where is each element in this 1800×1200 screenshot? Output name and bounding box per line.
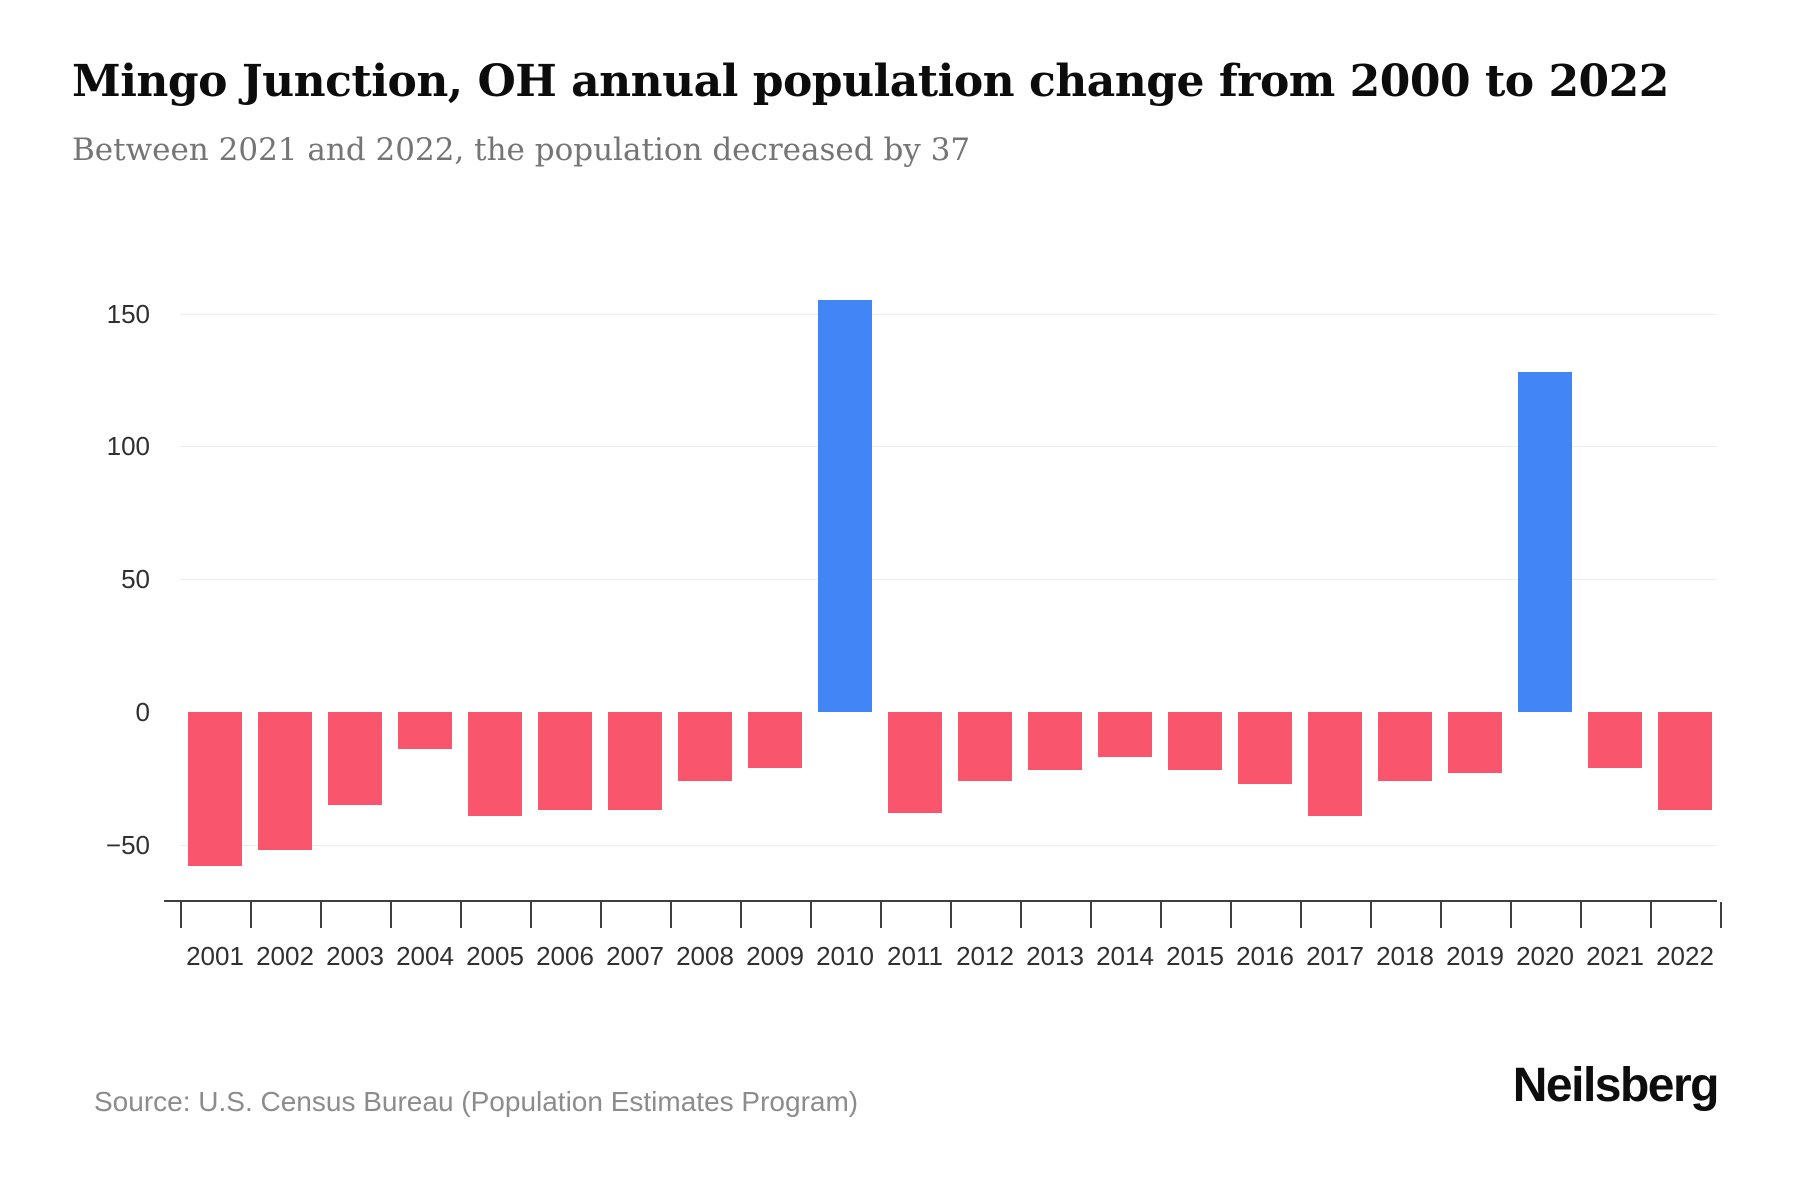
bar-2014[interactable] xyxy=(1098,712,1152,757)
x-axis-tick xyxy=(320,902,322,928)
bar-2022[interactable] xyxy=(1658,712,1712,810)
neilsberg-logo: Neilsberg xyxy=(1512,1059,1720,1112)
x-axis-label-2001: 2001 xyxy=(186,941,244,971)
x-axis-label-2003: 2003 xyxy=(326,941,384,971)
x-axis-label-2020: 2020 xyxy=(1516,941,1574,971)
bar-2015[interactable] xyxy=(1168,712,1222,770)
x-axis-label-2015: 2015 xyxy=(1166,941,1224,971)
x-axis-tick xyxy=(1650,902,1652,928)
x-axis-tick xyxy=(1020,902,1022,928)
bar-2003[interactable] xyxy=(328,712,382,805)
y-axis-label--50: −50 xyxy=(105,830,150,860)
x-axis-label-2019: 2019 xyxy=(1446,941,1504,971)
bar-2001[interactable] xyxy=(188,712,242,866)
x-axis-label-2014: 2014 xyxy=(1096,941,1154,971)
bar-2012[interactable] xyxy=(958,712,1012,781)
bar-2006[interactable] xyxy=(538,712,592,810)
x-axis-label-2009: 2009 xyxy=(746,941,804,971)
x-axis-tick xyxy=(670,902,672,928)
x-axis-label-2008: 2008 xyxy=(676,941,734,971)
gridline--50 xyxy=(180,845,1717,846)
bar-2010[interactable] xyxy=(818,300,872,712)
x-axis-label-2007: 2007 xyxy=(606,941,664,971)
x-axis-tick xyxy=(390,902,392,928)
x-axis-tick xyxy=(1230,902,1232,928)
source-attribution: Source: U.S. Census Bureau (Population E… xyxy=(94,1086,859,1117)
x-axis-label-2012: 2012 xyxy=(956,941,1014,971)
x-axis-tick xyxy=(460,902,462,928)
bar-2005[interactable] xyxy=(468,712,522,816)
x-axis-label-2017: 2017 xyxy=(1306,941,1364,971)
y-axis-label-0: 0 xyxy=(135,697,150,727)
bar-2004[interactable] xyxy=(398,712,452,749)
x-axis-tick xyxy=(740,902,742,928)
y-axis-label-150: 150 xyxy=(106,299,150,329)
x-axis-tick xyxy=(950,902,952,928)
chart-subtitle: Between 2021 and 2022, the population de… xyxy=(72,132,971,168)
bar-2016[interactable] xyxy=(1238,712,1292,784)
bar-2019[interactable] xyxy=(1448,712,1502,773)
x-axis-tick xyxy=(810,902,812,928)
x-axis-label-2002: 2002 xyxy=(256,941,314,971)
bar-2018[interactable] xyxy=(1378,712,1432,781)
bar-2017[interactable] xyxy=(1308,712,1362,816)
bar-2009[interactable] xyxy=(748,712,802,768)
x-axis-label-2010: 2010 xyxy=(816,941,874,971)
x-axis-label-2022: 2022 xyxy=(1656,941,1714,971)
bar-2011[interactable] xyxy=(888,712,942,813)
x-axis-label-2006: 2006 xyxy=(536,941,594,971)
x-axis-line xyxy=(164,900,1717,902)
x-axis-label-2011: 2011 xyxy=(887,941,943,971)
y-axis-label-100: 100 xyxy=(106,431,150,461)
x-axis-label-2013: 2013 xyxy=(1026,941,1084,971)
x-axis-tick xyxy=(180,902,182,928)
gridline-150 xyxy=(180,314,1717,315)
chart-title: Mingo Junction, OH annual population cha… xyxy=(72,56,1669,107)
bar-2002[interactable] xyxy=(258,712,312,850)
x-axis-tick xyxy=(1090,902,1092,928)
x-axis-tick xyxy=(1720,902,1722,928)
y-axis-label-50: 50 xyxy=(121,564,150,594)
x-axis-label-2005: 2005 xyxy=(466,941,524,971)
gridline-50 xyxy=(180,579,1717,580)
x-axis-tick xyxy=(1160,902,1162,928)
bar-2021[interactable] xyxy=(1588,712,1642,768)
x-axis-tick xyxy=(1580,902,1582,928)
x-axis-tick xyxy=(880,902,882,928)
bar-2008[interactable] xyxy=(678,712,732,781)
bar-2013[interactable] xyxy=(1028,712,1082,770)
bar-2007[interactable] xyxy=(608,712,662,810)
x-axis-tick xyxy=(1370,902,1372,928)
x-axis-tick xyxy=(250,902,252,928)
x-axis-label-2018: 2018 xyxy=(1376,941,1434,971)
x-axis-label-2021: 2021 xyxy=(1586,941,1644,971)
x-axis-tick xyxy=(1300,902,1302,928)
gridline-100 xyxy=(180,446,1717,447)
x-axis-tick xyxy=(530,902,532,928)
x-axis-tick xyxy=(600,902,602,928)
bar-2020[interactable] xyxy=(1518,372,1572,712)
x-axis-label-2016: 2016 xyxy=(1236,941,1294,971)
x-axis-tick xyxy=(1440,902,1442,928)
x-axis-label-2004: 2004 xyxy=(396,941,454,971)
x-axis-tick xyxy=(1510,902,1512,928)
